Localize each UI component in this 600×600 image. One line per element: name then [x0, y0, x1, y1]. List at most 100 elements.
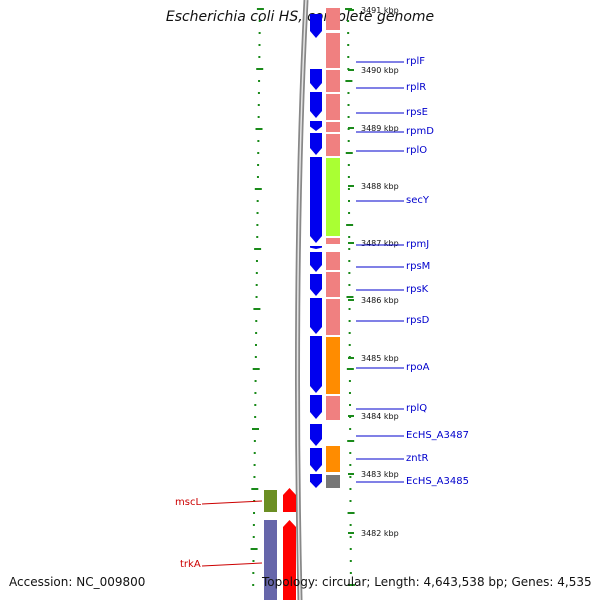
- cog-segment: [326, 299, 340, 335]
- guide-dot: [347, 188, 350, 190]
- guide-dash: [346, 296, 354, 298]
- guide-dot: [258, 32, 261, 34]
- guide-dash: [254, 188, 262, 190]
- guide-dot: [252, 572, 255, 574]
- gene-arrow-EcHS_A3487: [310, 424, 322, 446]
- cog-segment: [326, 158, 340, 236]
- gene-arrow-rpsM: [310, 252, 322, 272]
- gene-leader: [201, 562, 263, 567]
- tick-mark: [348, 185, 354, 187]
- gene-arrow-rpsD: [310, 298, 322, 334]
- guide-dot: [257, 152, 260, 154]
- cog-segment: [326, 33, 340, 68]
- guide-dot: [348, 380, 351, 382]
- guide-dot: [347, 56, 350, 58]
- gene-label: rpsE: [406, 107, 428, 118]
- gene-label: rplO: [406, 145, 427, 156]
- tick-mark: [348, 127, 354, 129]
- cog-segment: [326, 475, 340, 488]
- guide-dot: [256, 176, 259, 178]
- gene-arrows: [283, 14, 322, 600]
- dotted-guides: [250, 8, 355, 586]
- gene-label: rpmJ: [406, 239, 429, 250]
- tick-mark: [348, 473, 354, 475]
- gene-label: trkA: [180, 559, 201, 570]
- guide-dot: [258, 80, 261, 82]
- guide-dash: [346, 368, 354, 370]
- cog-segment: [326, 134, 340, 156]
- gene-arrow-rpmJ: [310, 246, 322, 249]
- cog-segment: [326, 8, 340, 30]
- guide-dot: [254, 404, 257, 406]
- guide-dot: [349, 476, 352, 478]
- tick-label: 3483 kbp: [361, 470, 399, 479]
- guide-dot: [253, 452, 256, 454]
- gene-arrow-mscL: [283, 488, 296, 512]
- guide-dot: [254, 380, 257, 382]
- cog-segment: [326, 70, 340, 92]
- topology-text: Topology: circular; Length: 4,643,538 bp…: [262, 575, 592, 589]
- guide-dot: [254, 416, 257, 418]
- gene-label: rpsM: [406, 261, 430, 272]
- tick-label: 3485 kbp: [361, 354, 399, 363]
- guide-dot: [348, 284, 351, 286]
- gene-label: mscL: [175, 497, 201, 508]
- guide-dash: [254, 248, 262, 250]
- guide-dot: [255, 260, 258, 262]
- tick-mark: [348, 69, 354, 71]
- gene-label: rplQ: [406, 403, 427, 414]
- gene-label: rpsD: [406, 315, 430, 326]
- cog-segment: [264, 520, 277, 600]
- cog-segment: [326, 337, 340, 394]
- guide-dash: [347, 440, 355, 442]
- guide-dash: [256, 8, 264, 10]
- guide-dot: [257, 116, 260, 118]
- cog-segment: [326, 122, 340, 132]
- tick-mark: [348, 532, 354, 534]
- guide-dot: [349, 572, 352, 574]
- guide-dot: [349, 452, 352, 454]
- guide-dot: [349, 536, 352, 538]
- gene-label: rplR: [406, 82, 426, 93]
- cog-color-bars: [264, 8, 340, 600]
- guide-dash: [255, 128, 263, 130]
- guide-dash: [346, 224, 354, 226]
- gene-arrow-rplO: [310, 133, 322, 155]
- tick-label: 3482 kbp: [361, 529, 399, 538]
- guide-dash: [251, 488, 259, 490]
- guide-dot: [254, 392, 257, 394]
- guide-dot: [257, 104, 260, 106]
- gene-label: EcHS_A3487: [406, 430, 469, 441]
- guide-dot: [255, 272, 258, 274]
- guide-dot: [256, 212, 259, 214]
- guide-dot: [253, 440, 256, 442]
- guide-dot: [348, 272, 351, 274]
- guide-dash: [250, 548, 258, 550]
- tick-mark: [348, 415, 354, 417]
- guide-dot: [257, 92, 260, 94]
- guide-dot: [254, 356, 257, 358]
- guide-dot: [254, 344, 257, 346]
- gene-arrow-rpoA: [310, 336, 322, 393]
- guide-dot: [252, 560, 255, 562]
- gene-label: rpmD: [406, 126, 434, 137]
- guide-dot: [347, 140, 350, 142]
- tick-mark: [348, 242, 354, 244]
- map-title: Escherichia coli HS, complete genome: [165, 9, 435, 25]
- guide-dot: [252, 584, 255, 586]
- tick-label: 3484 kbp: [361, 412, 399, 421]
- accession-text: Accession: NC_009800: [9, 575, 146, 589]
- genome-backbone: [295, 0, 309, 600]
- tick-label: 3487 kbp: [361, 239, 399, 248]
- gene-arrow-rplR: [310, 69, 322, 90]
- guide-dot: [348, 236, 351, 238]
- guide-dash: [347, 584, 355, 586]
- guide-dot: [349, 488, 352, 490]
- gene-label: rplF: [406, 56, 425, 67]
- guide-dot: [255, 284, 258, 286]
- guide-dot: [257, 140, 260, 142]
- guide-dash: [252, 368, 260, 370]
- guide-dot: [348, 392, 351, 394]
- cog-segment: [326, 252, 340, 270]
